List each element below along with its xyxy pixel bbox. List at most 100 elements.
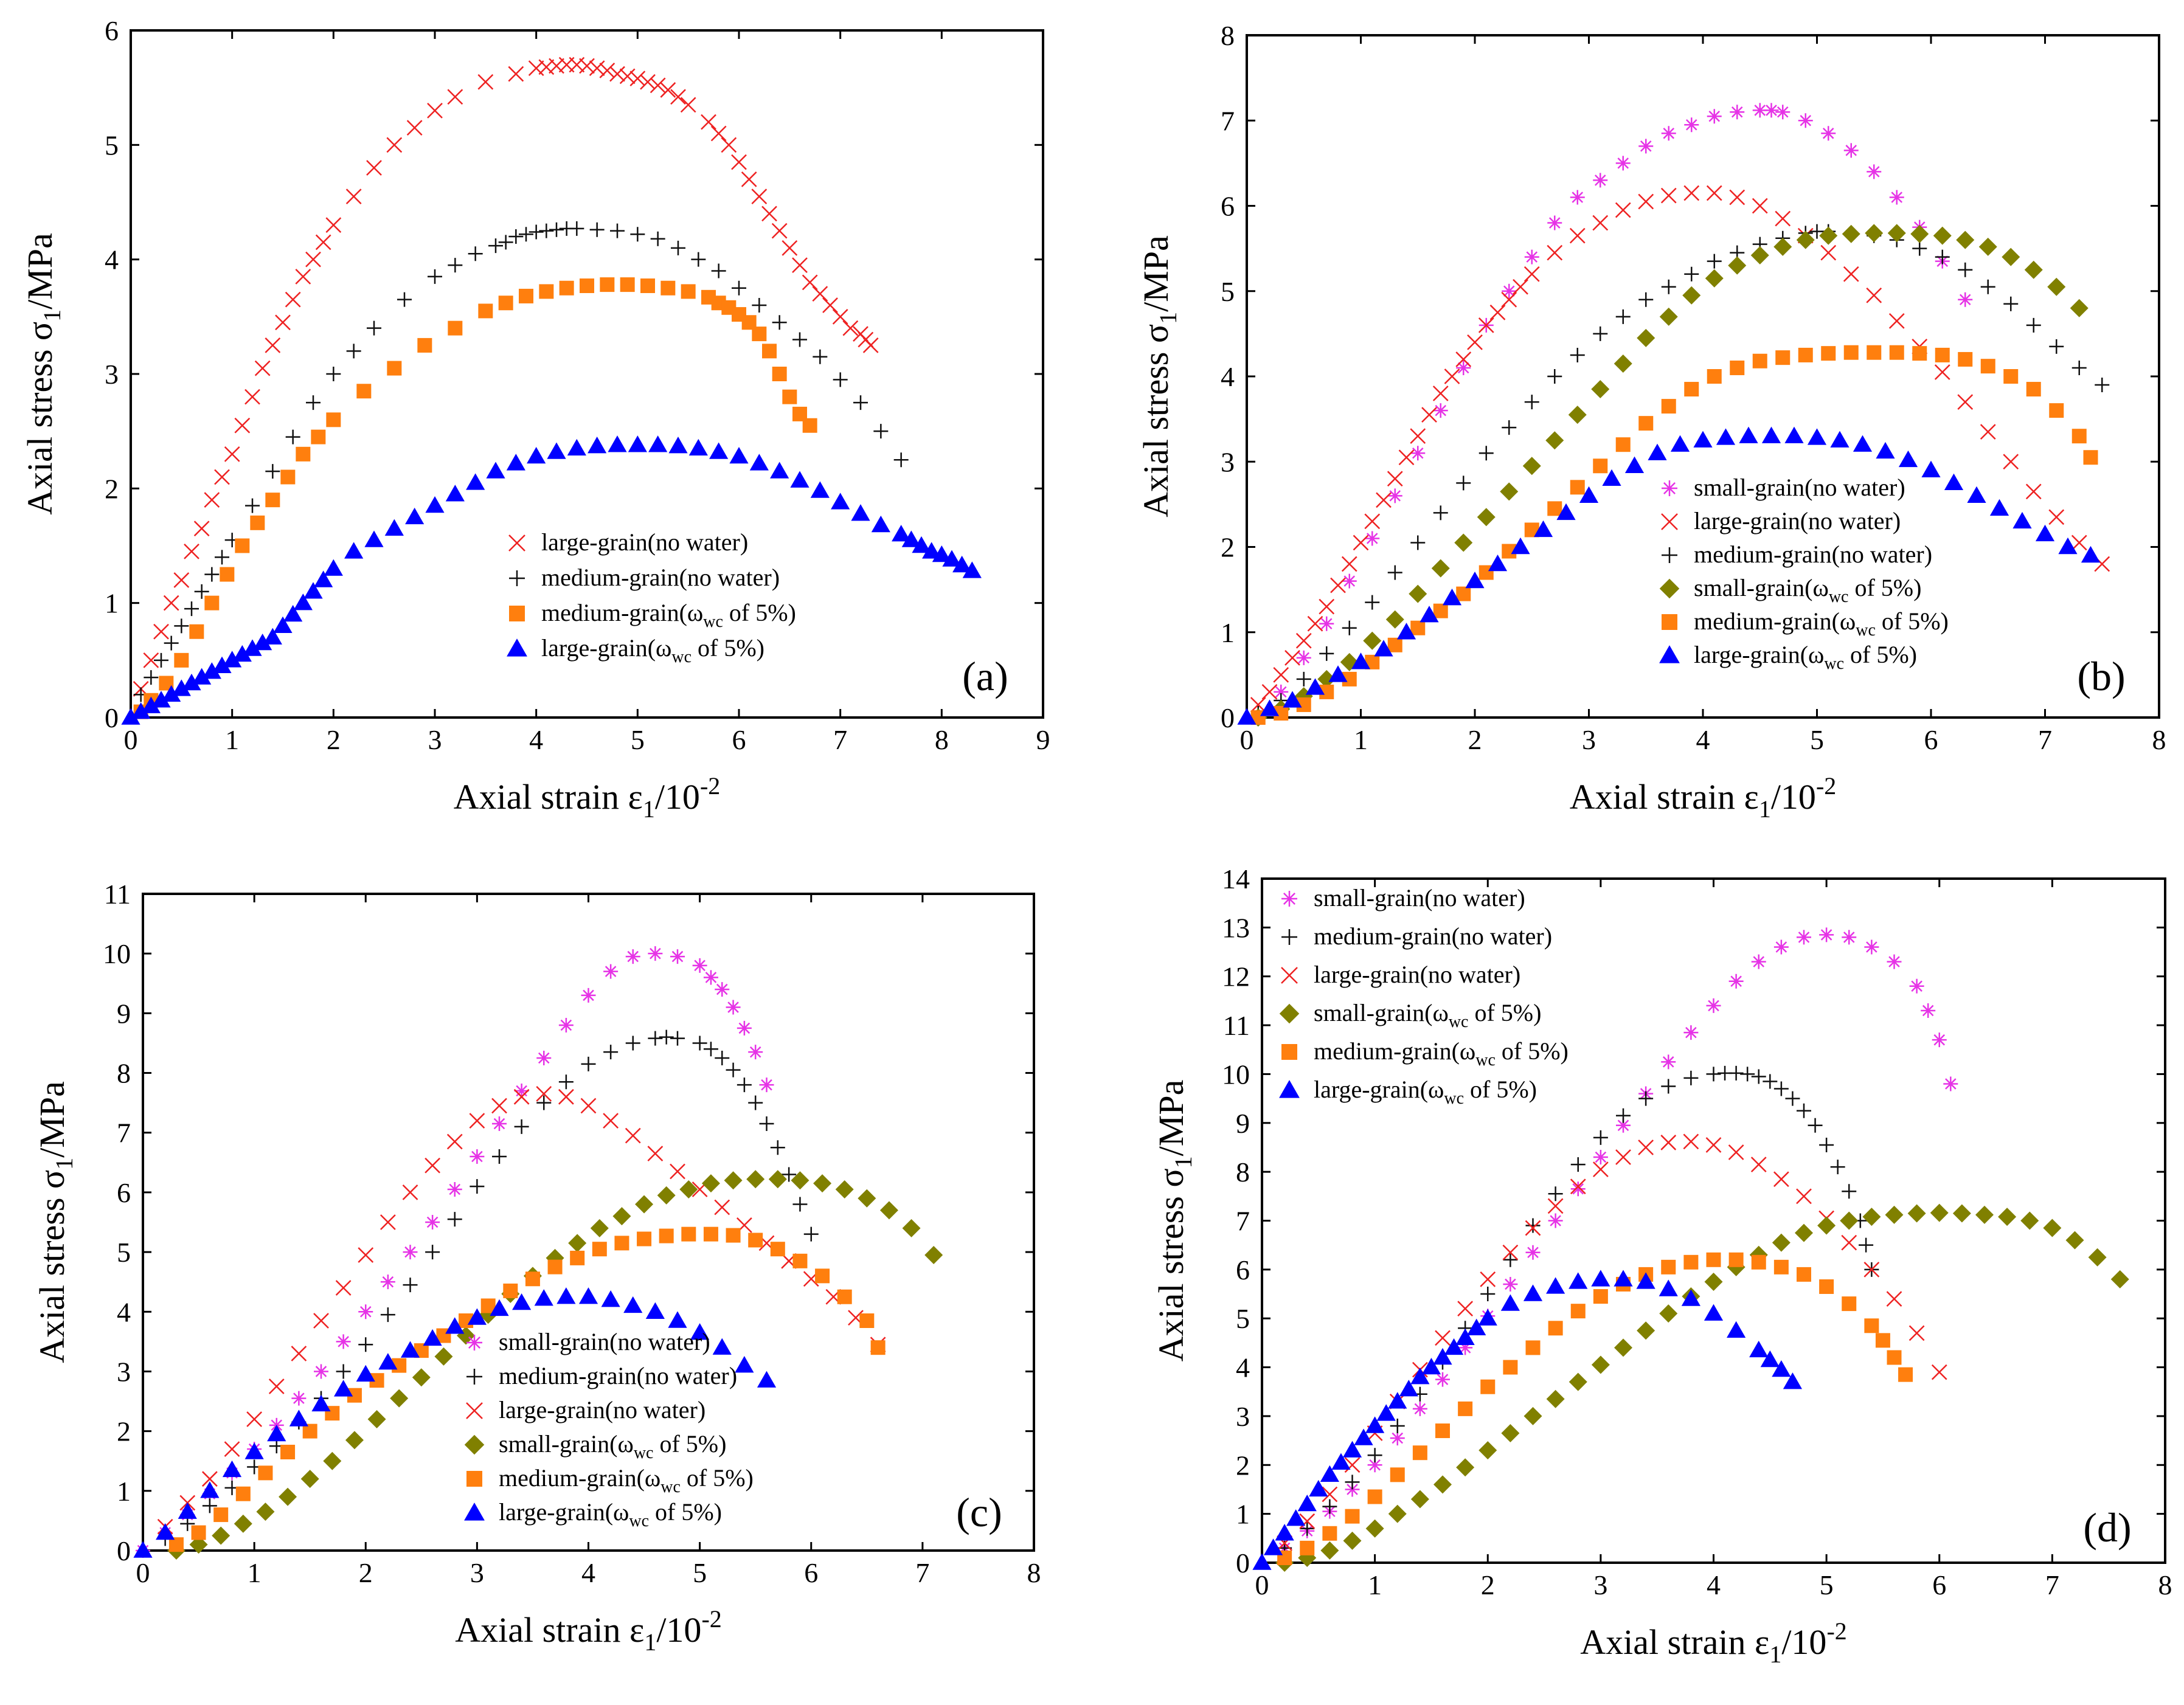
- data-point: [498, 235, 513, 250]
- legend-label: medium-grain(no water): [499, 1362, 737, 1389]
- y-tick-label: 5: [117, 1237, 131, 1268]
- data-point: [1706, 185, 1722, 201]
- x-axis-title-sup: -2: [701, 1605, 721, 1633]
- data-point: [1524, 395, 1539, 410]
- legend-marker: [1281, 929, 1297, 945]
- series-triangle: [121, 435, 982, 725]
- data-point: [1591, 1270, 1610, 1287]
- y-axis-title-sub: 1: [1154, 312, 1182, 324]
- data-point: [835, 1180, 854, 1198]
- data-point: [1728, 1065, 1744, 1081]
- data-point: [547, 442, 566, 459]
- y-tick-label: 2: [105, 473, 119, 504]
- series-diamond: [167, 1170, 943, 1560]
- legend-label-tail: of 5%): [723, 599, 796, 626]
- data-point: [514, 1119, 529, 1134]
- y-axis-title-sub: 1: [50, 1158, 78, 1170]
- data-point: [1525, 1220, 1541, 1236]
- data-point: [792, 1253, 808, 1268]
- legend-label-sub: wc: [1829, 587, 1849, 606]
- data-point: [1593, 173, 1608, 188]
- data-point: [1795, 1223, 1813, 1242]
- legend-label: large-grain(no water): [1694, 507, 1901, 534]
- legend-marker: [1661, 513, 1678, 530]
- data-point: [803, 1226, 819, 1242]
- y-axis-title-unit: /MPa: [1136, 235, 1176, 312]
- data-point: [303, 582, 323, 599]
- data-point: [250, 515, 265, 530]
- data-point: [380, 1274, 395, 1290]
- data-point: [1624, 456, 1645, 473]
- data-point: [448, 320, 463, 336]
- data-point: [345, 188, 362, 204]
- data-point: [1421, 1357, 1441, 1375]
- data-point: [1898, 1367, 1913, 1382]
- data-point: [1433, 403, 1448, 418]
- data-point: [1638, 139, 1654, 154]
- x-tick-label: 8: [2152, 724, 2166, 755]
- data-point: [434, 1347, 453, 1366]
- legend-label: large-grain(no water): [541, 528, 748, 556]
- data-point: [1980, 424, 1996, 440]
- data-point: [133, 1541, 153, 1558]
- data-point: [285, 429, 300, 444]
- data-point: [245, 498, 260, 513]
- data-point: [1398, 449, 1415, 466]
- data-point: [1503, 1276, 1518, 1292]
- data-point: [792, 257, 808, 273]
- data-point: [737, 1020, 752, 1036]
- data-point: [403, 1278, 418, 1293]
- data-point: [1367, 1458, 1382, 1473]
- legend-label: large-grain(no water): [499, 1396, 705, 1423]
- y-tick-label: 11: [104, 879, 131, 910]
- data-point: [912, 536, 931, 553]
- legend-label: small-grain(ωwc of 5%): [1314, 999, 1541, 1031]
- x-axis-title-sub: 1: [1769, 1641, 1781, 1668]
- data-point: [703, 1226, 718, 1242]
- data-point: [1522, 457, 1541, 476]
- data-point: [1750, 246, 1769, 265]
- data-point: [172, 679, 191, 696]
- data-point: [486, 462, 505, 479]
- data-point: [1931, 1364, 1947, 1380]
- data-point: [1819, 927, 1834, 942]
- data-point: [1525, 1218, 1541, 1233]
- data-point: [812, 286, 828, 302]
- y-tick-label: 0: [1221, 702, 1235, 733]
- legend-marker: [466, 1369, 482, 1385]
- data-point: [1978, 237, 1997, 256]
- data-point: [1501, 291, 1517, 308]
- data-point: [184, 544, 199, 559]
- legend-label-main: large-grain(no water): [499, 1396, 705, 1423]
- data-point: [751, 188, 768, 204]
- data-point: [367, 320, 381, 336]
- data-point: [748, 1095, 763, 1110]
- data-point: [275, 314, 291, 331]
- data-point: [1659, 1279, 1678, 1296]
- data-point: [1455, 1328, 1475, 1346]
- data-point: [466, 473, 485, 490]
- data-point: [358, 1337, 373, 1352]
- y-axis-title-main: Axial stress σ: [1136, 324, 1176, 517]
- data-point: [1602, 469, 1621, 486]
- data-point: [1797, 1267, 1811, 1282]
- data-point: [224, 1441, 240, 1457]
- data-point: [1875, 1333, 1890, 1348]
- legend-label: small-grain(ωwc of 5%): [499, 1430, 726, 1462]
- data-point: [1889, 345, 1904, 360]
- data-point: [1867, 345, 1882, 360]
- legend-marker: [509, 606, 525, 621]
- y-tick-label: 0: [117, 1535, 131, 1566]
- data-point: [1661, 126, 1676, 141]
- data-point: [558, 1088, 574, 1105]
- y-tick-label: 2: [1236, 1450, 1250, 1481]
- data-point: [771, 223, 788, 239]
- data-point: [2071, 534, 2087, 551]
- data-point: [1885, 1205, 1904, 1224]
- data-point: [1442, 589, 1462, 606]
- legend-label: small-grain(no water): [499, 1328, 710, 1355]
- data-point: [291, 1391, 307, 1406]
- data-point: [265, 337, 281, 353]
